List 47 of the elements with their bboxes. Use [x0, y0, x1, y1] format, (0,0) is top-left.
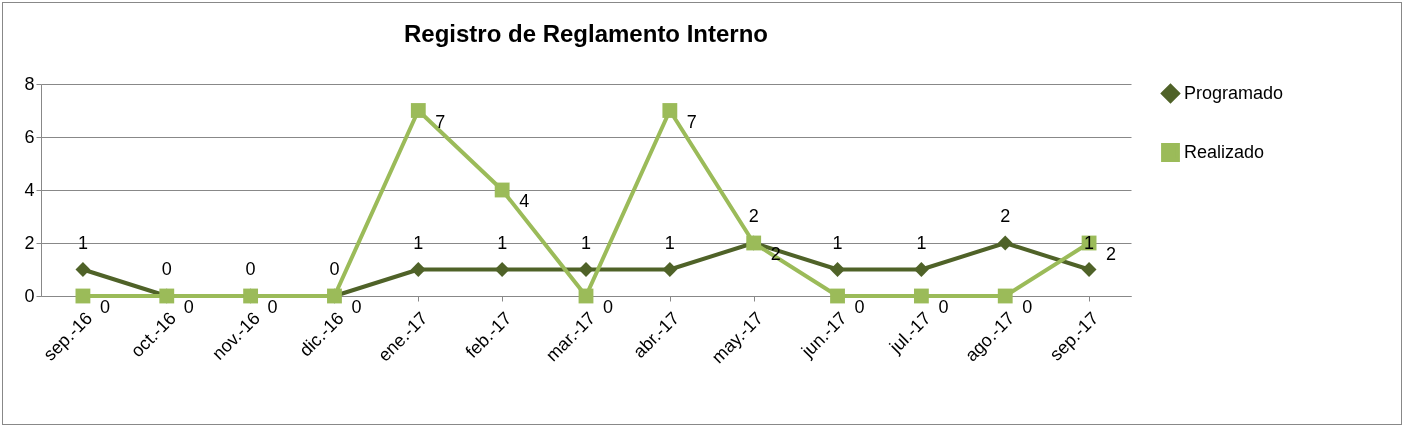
data-label: 0 [602, 297, 614, 317]
data-label: 2 [748, 206, 759, 226]
point [913, 262, 929, 277]
data-label: 2 [1106, 244, 1117, 264]
data-label: 1 [497, 232, 508, 253]
point [662, 262, 678, 277]
y-tick-label: 8 [24, 73, 35, 94]
data-label: 0 [99, 297, 110, 317]
point [830, 288, 845, 304]
legend-label: Realizado [1184, 141, 1265, 162]
point [410, 103, 426, 118]
data-label: 0 [183, 297, 194, 317]
point [494, 182, 510, 198]
y-tick-label: 2 [24, 232, 35, 253]
point [662, 103, 678, 118]
y-tick-label: 6 [24, 126, 35, 147]
data-label: 2 [1000, 206, 1011, 226]
data-label: 7 [686, 111, 697, 132]
data-label: 0 [329, 259, 340, 279]
legend-label: Programado [1184, 82, 1284, 103]
data-label: 0 [245, 259, 256, 279]
point [75, 288, 91, 304]
y-tick-label: 0 [24, 285, 35, 306]
data-label: 7 [435, 111, 446, 132]
point [830, 262, 845, 277]
data-label: 1 [580, 232, 592, 253]
data-label: 1 [664, 232, 675, 253]
point [494, 262, 510, 277]
data-label: 1 [413, 232, 424, 253]
chart-title: Registro de Reglamento Interno [403, 20, 769, 47]
data-label: 0 [267, 297, 278, 317]
data-label: 0 [351, 297, 362, 317]
data-label: 4 [519, 191, 530, 211]
data-label: 1 [77, 232, 88, 253]
point [997, 235, 1013, 251]
data-label: 0 [938, 297, 949, 317]
data-label: 1 [832, 232, 843, 253]
data-label: 0 [161, 259, 172, 279]
data-label: 0 [1022, 297, 1033, 317]
point [578, 288, 594, 304]
point [410, 262, 426, 277]
point [997, 288, 1013, 304]
data-label: 1 [1084, 232, 1095, 253]
point [913, 288, 929, 304]
y-tick-label: 4 [24, 179, 35, 200]
data-label: 1 [916, 232, 927, 253]
data-label: 0 [854, 297, 865, 317]
